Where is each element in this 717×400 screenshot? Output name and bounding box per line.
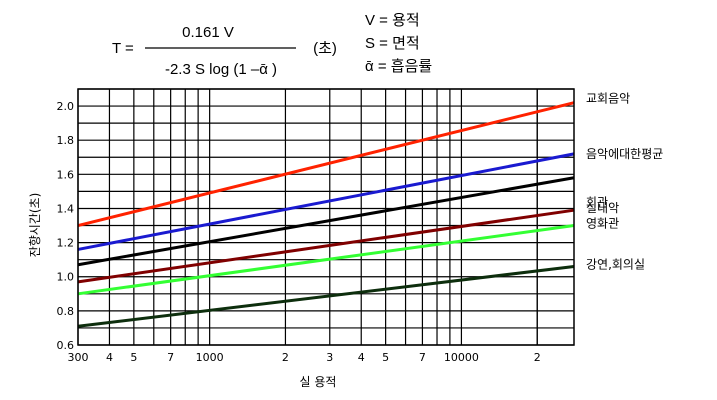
y-tick-label: 1.2 [57,237,75,250]
y-tick-label: 0.8 [57,305,75,318]
x-axis-title: 실 용적 [300,375,337,389]
series-label: 회관 [586,196,608,210]
y-tick-labels: 0.6 0.8 1.0 1.2 1.4 1.6 1.8 2.0 [57,100,75,352]
x-tick-label: 5 [130,351,137,364]
x-tick-label: 4 [358,351,365,364]
x-tick-labels: 300 4 5 7 1000 2 3 4 5 7 10000 2 [68,351,541,364]
series-line [77,265,575,328]
formula-unit: (초) [313,40,337,57]
series-line [77,152,575,251]
formula-lhs: T = [112,40,134,57]
series-line [77,176,575,267]
y-tick-label: 2.0 [57,100,75,113]
formula-numerator: 0.161 V [182,24,234,41]
x-tick-label: 300 [68,351,89,364]
series-label: 교회음악 [586,92,630,106]
x-tick-label: 5 [382,351,389,364]
x-tick-label: 7 [419,351,426,364]
y-gridlines [78,88,574,346]
x-tick-label: 3 [326,351,333,364]
x-tick-label: 2 [534,351,541,364]
series-line [77,224,575,296]
y-tick-label: 1.8 [57,134,75,147]
x-tick-label: 4 [106,351,113,364]
y-tick-label: 1.0 [57,271,75,284]
y-tick-label: 1.6 [57,168,75,181]
x-tick-label: 7 [167,351,174,364]
x-tick-label: 1000 [196,351,224,364]
formula-legend-area: S = 면적 [365,35,420,52]
x-tick-label: 2 [282,351,289,364]
series-line [77,208,575,284]
series-label: 음악에대한평균 [586,147,663,161]
y-tick-label: 1.4 [57,202,75,215]
y-axis-title: 잔향시간(초) [28,193,42,258]
formula-denominator: -2.3 S log (1 –ᾱ ) [165,61,277,78]
series-lines [77,101,575,328]
x-tick-label: 10000 [444,351,479,364]
y-tick-label: 0.6 [57,339,75,352]
series-line [77,101,575,227]
formula-legend-absorption: ᾱ = 흡음률 [365,58,432,75]
formula-legend-volume: V = 용적 [365,12,420,29]
series-label: 강연,회의실 [586,257,645,271]
series-label: 실내악 [586,201,619,215]
series-label: 영화관 [586,217,619,231]
plot-frame [77,88,575,346]
